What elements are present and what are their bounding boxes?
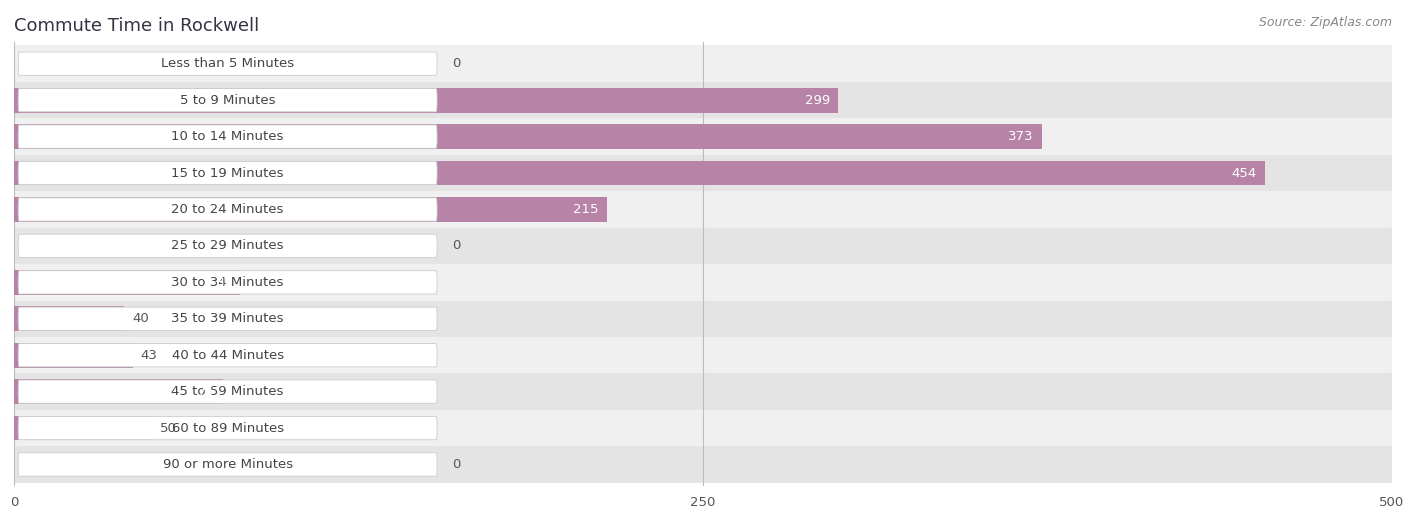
Bar [14, 161, 1265, 186]
Text: 60 to 89 Minutes: 60 to 89 Minutes [172, 422, 284, 435]
Text: 0: 0 [453, 458, 461, 471]
Text: 299: 299 [804, 94, 830, 107]
Bar [14, 46, 1392, 82]
Text: 0: 0 [453, 57, 461, 70]
FancyBboxPatch shape [18, 162, 437, 185]
Text: 5 to 9 Minutes: 5 to 9 Minutes [180, 94, 276, 107]
Bar [14, 379, 224, 404]
FancyBboxPatch shape [18, 198, 437, 221]
Bar [14, 88, 838, 112]
FancyBboxPatch shape [18, 453, 437, 476]
Text: 25 to 29 Minutes: 25 to 29 Minutes [172, 240, 284, 253]
Text: 373: 373 [1008, 130, 1033, 143]
FancyBboxPatch shape [18, 416, 437, 440]
FancyBboxPatch shape [18, 88, 437, 112]
Bar [14, 228, 1392, 264]
Bar [14, 264, 1392, 301]
Text: Commute Time in Rockwell: Commute Time in Rockwell [14, 17, 259, 35]
Bar [14, 416, 152, 440]
Bar [14, 197, 606, 222]
Text: 50: 50 [160, 422, 177, 435]
Bar [14, 446, 1392, 483]
Bar [14, 270, 240, 295]
Text: 82: 82 [215, 276, 232, 289]
Text: 90 or more Minutes: 90 or more Minutes [163, 458, 292, 471]
Text: 20 to 24 Minutes: 20 to 24 Minutes [172, 203, 284, 216]
Text: 0: 0 [453, 240, 461, 253]
Text: Less than 5 Minutes: Less than 5 Minutes [162, 57, 294, 70]
FancyBboxPatch shape [18, 52, 437, 75]
Text: 15 to 19 Minutes: 15 to 19 Minutes [172, 166, 284, 179]
Bar [14, 118, 1392, 155]
Text: 215: 215 [572, 203, 599, 216]
Text: 35 to 39 Minutes: 35 to 39 Minutes [172, 312, 284, 325]
Text: 45 to 59 Minutes: 45 to 59 Minutes [172, 385, 284, 398]
Text: 30 to 34 Minutes: 30 to 34 Minutes [172, 276, 284, 289]
Text: Source: ZipAtlas.com: Source: ZipAtlas.com [1258, 16, 1392, 29]
FancyBboxPatch shape [18, 125, 437, 148]
Bar [14, 373, 1392, 410]
FancyBboxPatch shape [18, 307, 437, 331]
Text: 43: 43 [141, 349, 157, 362]
Text: 10 to 14 Minutes: 10 to 14 Minutes [172, 130, 284, 143]
FancyBboxPatch shape [18, 380, 437, 403]
Text: 40: 40 [132, 312, 149, 325]
Text: 76: 76 [198, 385, 215, 398]
Bar [14, 337, 1392, 373]
Bar [14, 343, 132, 368]
Bar [14, 191, 1392, 228]
Text: 454: 454 [1232, 166, 1257, 179]
Bar [14, 301, 1392, 337]
Bar [14, 410, 1392, 446]
Text: 40 to 44 Minutes: 40 to 44 Minutes [172, 349, 284, 362]
Bar [14, 82, 1392, 118]
FancyBboxPatch shape [18, 271, 437, 294]
FancyBboxPatch shape [18, 234, 437, 257]
Bar [14, 124, 1042, 149]
Bar [14, 155, 1392, 191]
Bar [14, 306, 124, 331]
FancyBboxPatch shape [18, 344, 437, 367]
